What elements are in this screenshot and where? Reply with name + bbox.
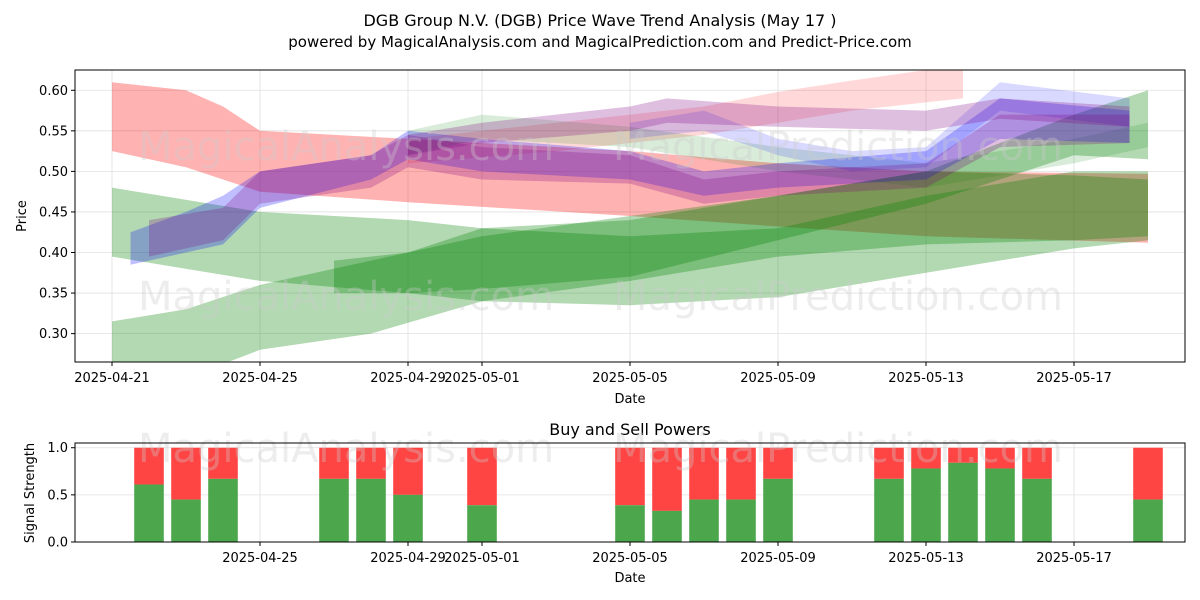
buy-power-bar	[134, 484, 164, 542]
price-x-tick-label: 2025-05-17	[1036, 371, 1112, 386]
sell-power-bar	[1133, 447, 1163, 500]
price-y-tick-label: 0.45	[39, 205, 68, 220]
powers-y-axis-title: Signal Strength	[23, 443, 38, 543]
buy-power-bar	[726, 499, 756, 542]
price-y-tick-label: 0.40	[39, 246, 68, 261]
price-y-axis-title: Price	[15, 200, 30, 232]
wave-band-red	[408, 70, 963, 164]
sell-power-bar	[689, 447, 719, 500]
buy-power-bar	[393, 494, 423, 542]
watermark-analysis-mid: MagicalAnalysis.com	[138, 274, 554, 320]
sell-power-bar	[911, 447, 941, 469]
sell-power-bar	[985, 447, 1015, 469]
price-y-ticks: 0.30 0.35 0.40 0.45 0.50 0.55 0.60	[39, 84, 75, 342]
wave-band-red	[112, 82, 1148, 243]
buy-power-bar	[356, 478, 386, 542]
sell-power-bar	[652, 447, 682, 511]
buy-power-bar	[985, 468, 1015, 542]
powers-y-tick-label: 0.5	[47, 488, 68, 503]
powers-watermarks: MagicalAnalysis.com MagicalPrediction.co…	[138, 426, 1063, 472]
powers-bars	[134, 447, 1163, 542]
sell-power-bar	[763, 447, 793, 479]
sell-power-bar	[208, 447, 238, 479]
buy-power-bar	[652, 510, 682, 542]
price-x-tick-label: 2025-04-29	[370, 371, 446, 386]
buy-power-bar	[1022, 478, 1052, 542]
buy-power-bar	[467, 505, 497, 542]
price-y-tick-label: 0.55	[39, 124, 68, 139]
price-grid	[75, 70, 1185, 362]
price-y-tick-label: 0.50	[39, 165, 68, 180]
price-x-tick-label: 2025-04-25	[222, 371, 298, 386]
buy-power-bar	[615, 505, 645, 542]
watermark-analysis-top: MagicalAnalysis.com	[138, 124, 554, 170]
price-x-tick-label: 2025-05-01	[444, 371, 520, 386]
buy-power-bar	[689, 499, 719, 542]
price-y-tick-label: 0.60	[39, 84, 68, 99]
powers-x-tick-label: 2025-05-01	[444, 551, 520, 566]
powers-title: Buy and Sell Powers	[549, 420, 711, 439]
buy-power-bar	[948, 462, 978, 542]
price-x-axis-title: Date	[614, 392, 645, 407]
sell-power-bar	[171, 447, 201, 500]
wave-band-purple	[149, 114, 1130, 257]
sell-power-bar	[467, 447, 497, 506]
wave-band-blue	[630, 82, 1130, 172]
chart-title: DGB Group N.V. (DGB) Price Wave Trend An…	[363, 11, 836, 30]
price-y-tick-label: 0.35	[39, 287, 68, 302]
sell-power-bar	[319, 447, 349, 479]
chart-subtitle: powered by MagicalAnalysis.com and Magic…	[288, 33, 912, 51]
sell-power-bar	[1022, 447, 1052, 479]
watermark-analysis-bottom: MagicalAnalysis.com	[138, 426, 554, 472]
powers-x-tick-label: 2025-05-05	[592, 551, 668, 566]
wave-band-green	[334, 90, 1148, 294]
powers-x-tick-label: 2025-05-17	[1036, 551, 1112, 566]
powers-y-tick-label: 0.0	[47, 536, 68, 551]
powers-x-tick-label: 2025-04-29	[370, 551, 446, 566]
powers-y-tick-label: 1.0	[47, 441, 68, 456]
sell-power-bar	[393, 447, 423, 495]
watermark-prediction-mid: MagicalPrediction.com	[613, 274, 1063, 320]
price-x-tick-label: 2025-05-13	[888, 371, 964, 386]
sell-power-bar	[615, 447, 645, 506]
price-x-ticks: 2025-04-21 2025-04-25 2025-04-292025-05-01…	[74, 362, 1112, 386]
wave-band-purple	[408, 98, 1130, 156]
price-x-tick-label: 2025-04-21	[74, 371, 150, 386]
powers-x-tick-label: 2025-05-09	[740, 551, 816, 566]
sell-power-bar	[356, 447, 386, 479]
powers-x-tick-label: 2025-05-13	[888, 551, 964, 566]
price-wave-bands	[112, 70, 1148, 362]
buy-power-bar	[1133, 499, 1163, 542]
buy-power-bar	[319, 478, 349, 542]
buy-power-bar	[874, 478, 904, 542]
watermark-prediction-top: MagicalPrediction.com	[613, 124, 1063, 170]
price-x-tick-label: 2025-05-05	[592, 371, 668, 386]
sell-power-bar	[948, 447, 978, 463]
buy-power-bar	[171, 499, 201, 542]
price-watermarks: MagicalAnalysis.com MagicalPrediction.co…	[138, 124, 1063, 320]
wave-band-green	[112, 171, 1148, 362]
buy-power-bar	[911, 468, 941, 542]
powers-y-ticks: 0.0 0.5 1.0	[47, 441, 75, 551]
price-x-tick-label: 2025-05-09	[740, 371, 816, 386]
sell-power-bar	[726, 447, 756, 500]
wave-band-blue	[130, 98, 1130, 265]
wave-band-green	[408, 114, 1148, 188]
powers-x-tick-label: 2025-04-25	[222, 551, 298, 566]
sell-power-bar	[874, 447, 904, 479]
buy-power-bar	[763, 478, 793, 542]
price-y-tick-label: 0.30	[39, 327, 68, 342]
buy-power-bar	[208, 478, 238, 542]
wave-band-green	[112, 171, 1148, 306]
watermark-prediction-bottom: MagicalPrediction.com	[613, 426, 1063, 472]
sell-power-bar	[134, 447, 164, 485]
powers-x-axis-title: Date	[614, 571, 645, 586]
